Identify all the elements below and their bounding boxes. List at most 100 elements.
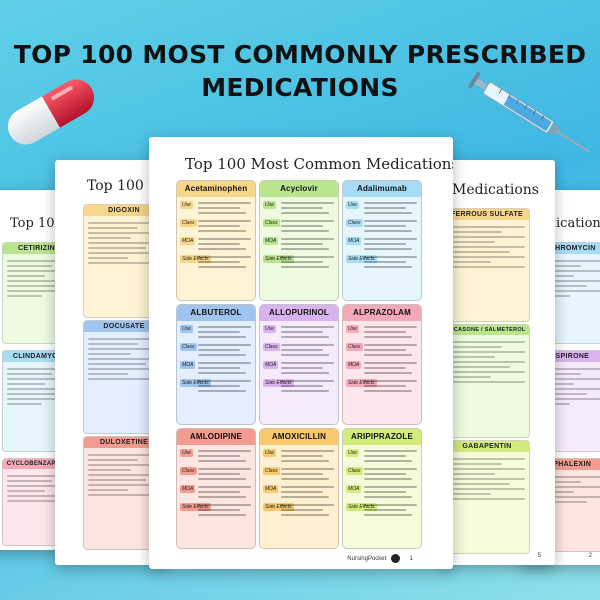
text-line	[281, 468, 334, 470]
text-line	[364, 504, 417, 506]
card-row-label: MOA	[180, 361, 196, 369]
text-line	[281, 514, 329, 516]
card-row: Class	[180, 465, 252, 481]
medication-card-name: Adalimumab	[343, 181, 421, 197]
medication-card: ARIPIPRAZOLE Use Class MOA Side Effects	[342, 428, 422, 549]
text-line	[198, 455, 240, 457]
card-row: Side Effects	[263, 501, 335, 531]
text-line	[198, 514, 246, 516]
card-row-label: Class	[346, 343, 363, 351]
text-line	[198, 460, 246, 462]
med-card: TICASONE / SALMETEROL	[444, 324, 530, 438]
card-row: Side Effects	[263, 253, 335, 283]
card-row: Class	[180, 217, 252, 233]
text-line	[281, 261, 323, 263]
text-line	[281, 225, 323, 227]
preview-page-right: Medications FERROUS SULFATE TICASONE / S…	[440, 160, 555, 565]
text-line	[364, 509, 406, 511]
card-row-label: Use	[346, 325, 359, 333]
medication-card-name: AMLODIPINE	[177, 429, 255, 445]
text-line	[281, 390, 329, 392]
card-row-label: Side Effects	[263, 379, 294, 387]
text-line	[198, 336, 246, 338]
text-line	[364, 349, 406, 351]
med-card-name: DULOXETINE	[84, 437, 164, 448]
text-line	[198, 207, 240, 209]
medication-card: ALBUTEROL Use Class MOA Side Effects	[176, 304, 256, 425]
text-line	[281, 473, 323, 475]
text-line	[364, 225, 406, 227]
text-line	[364, 331, 406, 333]
text-line	[364, 243, 406, 245]
card-row-label: Class	[180, 219, 197, 227]
card-row-label: Use	[180, 449, 193, 457]
text-line	[364, 460, 412, 462]
text-line	[198, 331, 240, 333]
text-line	[364, 336, 412, 338]
text-line	[198, 450, 251, 452]
med-card-name: GABAPENTIN	[445, 441, 529, 452]
text-line	[281, 372, 329, 374]
text-line	[281, 256, 334, 258]
medication-card-name: AMOXICILLIN	[260, 429, 338, 445]
text-line	[364, 468, 417, 470]
text-line	[281, 478, 329, 480]
card-row: MOA	[263, 235, 335, 251]
card-row: Side Effects	[180, 253, 252, 283]
text-line	[198, 326, 251, 328]
logo-icon	[390, 554, 400, 563]
medication-card: Adalimumab Use Class MOA Side Effects	[342, 180, 422, 301]
card-row-label: MOA	[263, 485, 279, 493]
text-line	[281, 491, 323, 493]
text-line	[281, 331, 323, 333]
card-row-label: Class	[263, 467, 280, 475]
text-line	[364, 266, 412, 268]
card-row: Use	[346, 447, 418, 463]
med-card: GABAPENTIN	[444, 440, 530, 554]
text-line	[281, 349, 323, 351]
text-line	[281, 354, 329, 356]
text-line	[198, 225, 240, 227]
text-line	[198, 367, 240, 369]
text-line	[281, 207, 323, 209]
card-row-label: Side Effects	[263, 503, 294, 511]
medication-card: ALPRAZOLAM Use Class MOA Side Effects	[342, 304, 422, 425]
card-row-label: Class	[180, 467, 197, 475]
text-line	[364, 380, 417, 382]
text-line	[198, 380, 251, 382]
card-row-label: Side Effects	[180, 503, 211, 511]
card-row-label: Class	[346, 467, 363, 475]
text-line	[364, 326, 417, 328]
text-line	[364, 367, 406, 369]
medication-card-name: ALPRAZOLAM	[343, 305, 421, 321]
text-line	[364, 344, 417, 346]
med-card-name: CYCLOBENZAPRINE	[3, 459, 75, 469]
text-line	[198, 390, 246, 392]
card-row: Side Effects	[346, 377, 418, 407]
card-row: Side Effects	[180, 377, 252, 407]
text-line	[364, 202, 417, 204]
text-line	[364, 212, 412, 214]
card-row: Use	[180, 199, 252, 215]
medication-card: Acetaminophen Use Class MOA Side Effects	[176, 180, 256, 301]
text-line	[281, 266, 329, 268]
page-number: 5	[537, 553, 541, 559]
medication-card: Acyclovir Use Class MOA Side Effects	[259, 180, 339, 301]
text-line	[364, 455, 406, 457]
card-row-label: Side Effects	[180, 379, 211, 387]
text-line	[281, 509, 323, 511]
text-line	[281, 380, 334, 382]
text-line	[198, 354, 246, 356]
card-row-label: MOA	[263, 237, 279, 245]
med-card-name: AZITHROMYCIN	[529, 243, 600, 254]
card-row-label: Class	[263, 219, 280, 227]
capsule-pill-icon	[7, 79, 95, 145]
text-line	[281, 212, 329, 214]
text-line	[198, 362, 251, 364]
text-line	[364, 486, 417, 488]
medication-card-name: Acyclovir	[260, 181, 338, 197]
card-row-label: MOA	[180, 237, 196, 245]
text-line	[364, 238, 417, 240]
medication-card-name: Acetaminophen	[177, 181, 255, 197]
text-line	[364, 362, 417, 364]
